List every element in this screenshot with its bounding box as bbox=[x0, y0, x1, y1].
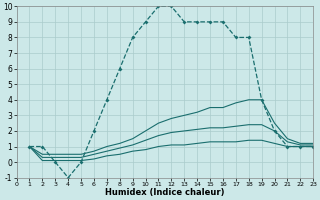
X-axis label: Humidex (Indice chaleur): Humidex (Indice chaleur) bbox=[105, 188, 225, 197]
